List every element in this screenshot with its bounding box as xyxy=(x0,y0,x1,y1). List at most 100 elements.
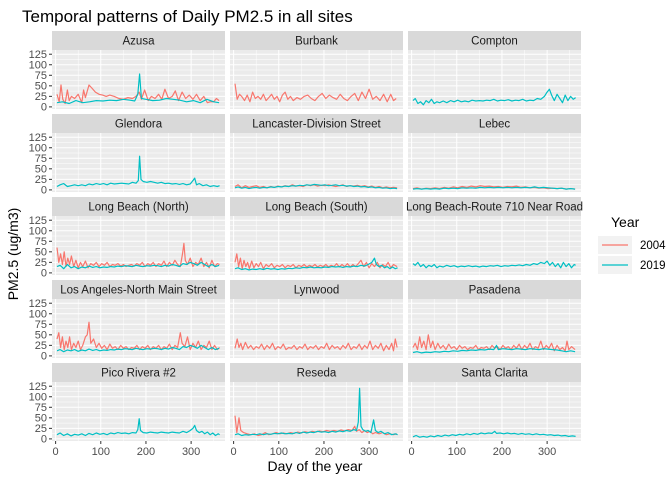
legend-title: Year xyxy=(611,214,640,230)
series-line-2019 xyxy=(234,387,398,437)
y-tick-label: 125 xyxy=(29,381,47,393)
facet-strip xyxy=(230,31,403,50)
legend-label-2004: 2004 xyxy=(640,240,666,252)
facet-strip-label: Santa Clarita xyxy=(461,368,528,380)
facet-long-beach-south: Long Beach (South) xyxy=(230,197,403,275)
series-line-2019 xyxy=(56,261,220,270)
y-tick-label: 100 xyxy=(29,226,47,238)
facet-strip xyxy=(52,363,225,382)
legend: Year 2004 2019 xyxy=(598,214,666,274)
series-line-2019 xyxy=(412,88,576,106)
facet-compton: Compton xyxy=(408,31,581,109)
facet-strip-label: Pasadena xyxy=(469,285,521,297)
y-tick-label: 0 xyxy=(41,434,47,446)
facet-strip-label: Pico Rivera #2 xyxy=(101,368,176,380)
facet-strip-label: Long Beach (North) xyxy=(88,202,189,214)
facet-strip xyxy=(52,197,225,216)
y-tick-label: 125 xyxy=(29,132,47,144)
facet-strip xyxy=(52,114,225,133)
y-tick-label: 100 xyxy=(29,60,47,72)
facet-strip-label: Lancaster-Division Street xyxy=(252,119,381,131)
series-line-2004 xyxy=(234,83,397,103)
facet-strip-label: Burbank xyxy=(295,36,338,48)
x-tick-label: 200 xyxy=(493,446,511,458)
y-tick-label: 50 xyxy=(35,330,47,342)
series-line-2019 xyxy=(56,73,220,105)
facet-strip xyxy=(230,280,403,299)
x-tick-label: 200 xyxy=(315,446,333,458)
y-tick-label: 0 xyxy=(41,268,47,280)
x-tick-label: 100 xyxy=(92,446,110,458)
series-line-2019 xyxy=(412,186,576,190)
x-tick-label: 300 xyxy=(182,446,200,458)
x-axis-title: Day of the year xyxy=(268,458,363,474)
panel-background xyxy=(52,382,225,441)
y-tick-label: 75 xyxy=(35,319,47,331)
y-tick-label: 0 xyxy=(41,102,47,114)
series-line-2004 xyxy=(234,338,398,352)
facet-strip-label: Reseda xyxy=(297,368,337,380)
facet-strip xyxy=(408,114,581,133)
facet-lebec: Lebec xyxy=(408,114,581,192)
chart-title: Temporal patterns of Daily PM2.5 in all … xyxy=(22,7,353,26)
facet-strip xyxy=(230,114,403,133)
facet-long-beach-route-710-near-road: Long Beach-Route 710 Near Road xyxy=(406,197,583,275)
series-line-2004 xyxy=(234,184,398,189)
series-line-2019 xyxy=(234,183,398,190)
x-tick-label: 200 xyxy=(137,446,155,458)
series-line-2019 xyxy=(412,430,576,438)
facet-strip xyxy=(408,363,581,382)
series-line-2019 xyxy=(412,260,576,269)
x-tick-label: 300 xyxy=(538,446,556,458)
y-tick-label: 50 xyxy=(35,164,47,176)
x-tick-label: 0 xyxy=(53,446,59,458)
facet-strip xyxy=(408,31,581,50)
y-tick-label: 25 xyxy=(35,174,47,186)
series-line-2019 xyxy=(56,344,220,353)
facet-strip-label: Azusa xyxy=(123,36,156,48)
series-line-2019 xyxy=(412,344,576,354)
panel-background xyxy=(408,133,581,192)
series-line-2019 xyxy=(56,418,220,437)
facet-pasadena: Pasadena xyxy=(408,280,581,358)
facet-strip xyxy=(230,197,403,216)
facet-lynwood: Lynwood xyxy=(230,280,403,358)
x-tick-label: 300 xyxy=(360,446,378,458)
y-tick-label: 125 xyxy=(29,215,47,227)
y-tick-label: 75 xyxy=(35,236,47,248)
facet-strip-label: Compton xyxy=(471,36,518,48)
y-tick-label: 0 xyxy=(41,351,47,363)
x-tick-label: 100 xyxy=(270,446,288,458)
facet-burbank: Burbank xyxy=(230,31,403,109)
series-line-2019 xyxy=(234,257,398,271)
y-tick-label: 100 xyxy=(29,309,47,321)
facet-strip xyxy=(52,31,225,50)
y-tick-label: 50 xyxy=(35,81,47,93)
y-axis-title: PM2.5 (ug/m3) xyxy=(5,208,21,301)
x-tick-label: 0 xyxy=(231,446,237,458)
x-tick-label: 0 xyxy=(409,446,415,458)
facet-lancaster-division-street: Lancaster-Division Street xyxy=(230,114,403,192)
facet-strip-label: Los Angeles-North Main Street xyxy=(60,285,217,297)
y-tick-label: 100 xyxy=(29,392,47,404)
series-line-2004 xyxy=(412,334,576,352)
legend-label-2019: 2019 xyxy=(640,260,666,272)
y-tick-label: 100 xyxy=(29,143,47,155)
facet-strip-label: Lebec xyxy=(479,119,511,131)
series-line-2004 xyxy=(56,321,221,351)
y-tick-label: 25 xyxy=(35,257,47,269)
y-tick-label: 125 xyxy=(29,49,47,61)
x-tick-label: 100 xyxy=(448,446,466,458)
y-tick-label: 50 xyxy=(35,413,47,425)
y-tick-label: 75 xyxy=(35,153,47,165)
y-tick-label: 50 xyxy=(35,247,47,259)
y-tick-label: 75 xyxy=(35,70,47,82)
facet-strip xyxy=(52,280,225,299)
y-tick-label: 75 xyxy=(35,402,47,414)
facet-strip xyxy=(408,197,581,216)
panel-background xyxy=(230,133,403,192)
